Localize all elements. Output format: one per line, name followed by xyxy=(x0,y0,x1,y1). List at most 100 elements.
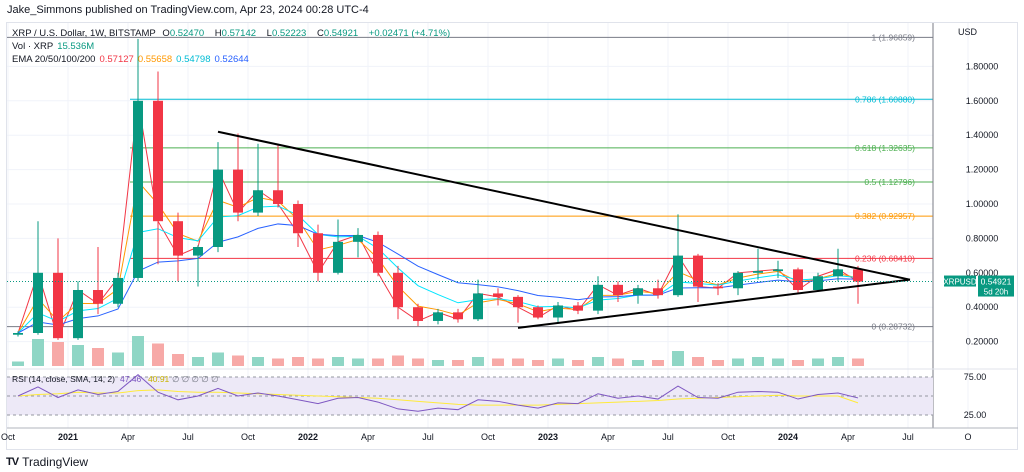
time-tick: 2023 xyxy=(538,432,558,442)
price-tick: 1.40000 xyxy=(966,130,999,140)
open-value: 0.52470 xyxy=(169,28,205,39)
candle-body xyxy=(553,305,563,318)
volume-bar xyxy=(12,361,24,366)
symbol-legend: XRP / U.S. Dollar, 1W, BITSTAMP O0.52470… xyxy=(12,28,451,39)
volume-bar xyxy=(352,358,364,366)
rsi-na-values: ∅ ∅ ∅ ∅ ∅ xyxy=(172,374,219,384)
candle-body xyxy=(693,255,703,287)
price-tick: 0.40000 xyxy=(966,302,999,312)
candle-body xyxy=(833,269,843,277)
volume-bar xyxy=(32,339,44,366)
price-tick: 1.60000 xyxy=(966,96,999,106)
candle-body xyxy=(773,269,783,272)
fib-level-label: 0.5 (1.12796) xyxy=(864,177,915,187)
candle-body xyxy=(653,288,663,296)
fib-level-label: 1 (1.96859) xyxy=(872,32,916,42)
volume-bar xyxy=(552,358,564,366)
candle-body xyxy=(793,269,803,290)
candle-body xyxy=(293,204,303,234)
volume-bar xyxy=(452,360,464,366)
fib-level-label: 0.618 (1.32635) xyxy=(855,143,915,153)
candle-body xyxy=(733,272,743,289)
time-tick: Jul xyxy=(182,432,194,442)
price-tag-countdown: 5d 20h xyxy=(984,288,1008,297)
candle-body xyxy=(573,305,583,311)
candle-body xyxy=(333,241,343,273)
time-tick: 2022 xyxy=(298,432,318,442)
ema100-value: 0.54798 xyxy=(176,54,211,65)
volume-bar xyxy=(312,358,324,366)
tradingview-logo[interactable]: TV TradingView xyxy=(6,455,89,469)
price-tag-value: 0.54921 xyxy=(981,277,1012,287)
volume-bar xyxy=(432,360,444,366)
time-tick: 2024 xyxy=(778,432,798,442)
candle-body xyxy=(13,333,23,335)
price-tick: 1.20000 xyxy=(966,165,999,175)
candle-body xyxy=(93,290,103,304)
candle-body xyxy=(133,100,143,278)
symbol-name[interactable]: XRP / U.S. Dollar, 1W, BITSTAMP xyxy=(12,28,156,39)
volume-bar xyxy=(112,352,124,366)
volume-bar xyxy=(812,358,824,366)
candle-body xyxy=(373,234,383,273)
price-tick: 1.00000 xyxy=(966,199,999,209)
volume-bar xyxy=(632,360,644,366)
volume-bar xyxy=(172,354,184,366)
time-tick: Oct xyxy=(481,432,496,442)
low-value: 0.52223 xyxy=(271,28,307,39)
volume-bar xyxy=(472,357,484,366)
volume-bar xyxy=(72,345,84,366)
candle-body xyxy=(193,247,203,256)
price-tick: 1.80000 xyxy=(966,61,999,71)
volume-bar xyxy=(712,360,724,366)
candle-body xyxy=(353,234,363,242)
price-tag xyxy=(978,275,1014,297)
ema20-value: 0.57127 xyxy=(99,54,134,65)
volume-bar xyxy=(292,357,304,366)
volume-legend: Vol · XRP 15.536M xyxy=(12,41,95,52)
candle-body xyxy=(313,233,323,273)
price-tick: 0.80000 xyxy=(966,233,999,243)
candle-body xyxy=(813,276,823,290)
volume-bar xyxy=(192,357,204,366)
candle-body xyxy=(593,284,603,311)
volume-bar xyxy=(652,360,664,366)
fib-level-label: 0.786 (1.60880) xyxy=(855,94,915,104)
rsi-ma-line xyxy=(17,389,859,406)
rsi-legend-label: RSI (14, close, SMA, 14, 2) xyxy=(12,374,115,384)
candle-body xyxy=(233,169,243,213)
candle-body xyxy=(53,272,63,339)
close-value: 0.54921 xyxy=(323,28,359,39)
volume-bar xyxy=(232,355,244,366)
chart-frame xyxy=(6,22,1018,450)
candle-body xyxy=(853,269,863,282)
volume-bar xyxy=(372,358,384,366)
rsi-value: 47.46 xyxy=(120,374,142,384)
volume-bar xyxy=(772,358,784,366)
volume-bar xyxy=(732,358,744,366)
volume-value: 15.536M xyxy=(57,41,95,52)
high-value: 0.57142 xyxy=(221,28,257,39)
candle-body xyxy=(753,271,763,273)
volume-bar xyxy=(52,342,64,366)
candle-body xyxy=(33,272,43,333)
time-tick: 2021 xyxy=(58,432,78,442)
fib-level-label: 0.382 (0.92957) xyxy=(855,211,915,221)
chart-legend: XRP / U.S. Dollar, 1W, BITSTAMP O0.52470… xyxy=(12,27,454,66)
volume-bar xyxy=(392,355,404,366)
volume-bar xyxy=(92,348,104,366)
volume-bar xyxy=(592,357,604,366)
ema50-value: 0.55658 xyxy=(137,54,173,65)
volume-bar xyxy=(832,357,844,366)
triangle-trendline xyxy=(217,130,911,281)
ema-legend: EMA 20/50/100/200 0.57127 0.55658 0.54798 0.… xyxy=(12,54,249,65)
candle-body xyxy=(73,290,83,339)
candle-body xyxy=(213,169,223,247)
volume-bar xyxy=(852,358,864,366)
candle-body xyxy=(433,312,443,321)
change-value: +0.02471 (+4.71%) xyxy=(368,28,451,39)
symbol-tag-text: XRPUSD xyxy=(943,278,977,287)
volume-bar xyxy=(692,357,704,366)
currency-label: USD xyxy=(958,27,978,37)
